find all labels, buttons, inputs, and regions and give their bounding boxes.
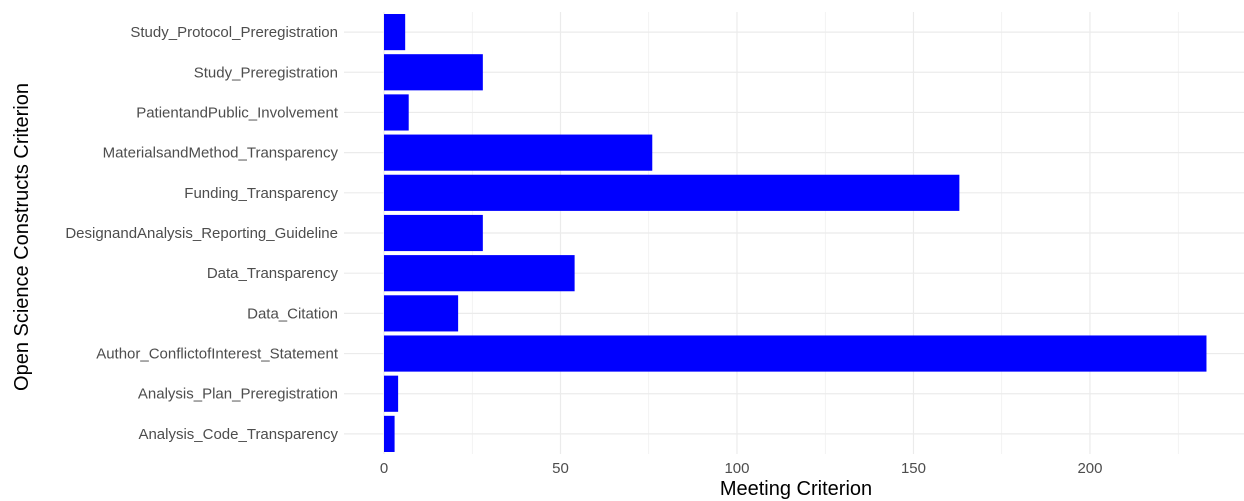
y-tick-label: Data_Transparency <box>207 265 339 282</box>
bar <box>384 134 653 171</box>
x-tick-label: 50 <box>552 460 569 477</box>
y-axis-title: Open Science Constructs Criterion <box>11 83 33 391</box>
bar <box>384 14 406 51</box>
x-tick-label: 100 <box>724 460 749 477</box>
x-tick-label: 150 <box>901 460 926 477</box>
y-axis-tick-labels: Study_Protocol_Preregistration Study_Prer… <box>65 24 339 443</box>
x-tick-label: 0 <box>380 460 388 477</box>
y-tick-label: Author_ConflictofInterest_Statement <box>96 346 339 363</box>
x-axis-title: Meeting Criterion <box>720 478 872 500</box>
bar <box>384 54 483 91</box>
y-tick-label: Study_Protocol_Preregistration <box>130 24 338 41</box>
y-tick-label: Study_Preregistration <box>194 64 338 81</box>
bar <box>384 94 409 131</box>
y-tick-label: Data_Citation <box>247 305 338 322</box>
y-tick-label: Analysis_Plan_Preregistration <box>138 386 338 403</box>
x-tick-label: 200 <box>1077 460 1102 477</box>
y-tick-label: MaterialsandMethod_Transparency <box>103 145 339 162</box>
bar <box>384 255 575 292</box>
y-tick-label: Analysis_Code_Transparency <box>138 426 338 443</box>
y-tick-label: Funding_Transparency <box>184 185 338 202</box>
bar <box>384 214 483 252</box>
bar <box>384 415 395 452</box>
x-axis-tick-labels: 0 50 100 150 200 <box>380 460 1103 477</box>
y-tick-label: DesignandAnalysis_Reporting_Guideline <box>65 225 338 242</box>
bar <box>384 174 960 211</box>
bar <box>384 375 399 412</box>
bar <box>384 335 1207 372</box>
y-tick-label: PatientandPublic_Involvement <box>136 104 339 121</box>
bar <box>384 295 459 332</box>
bars-group <box>384 14 1207 452</box>
